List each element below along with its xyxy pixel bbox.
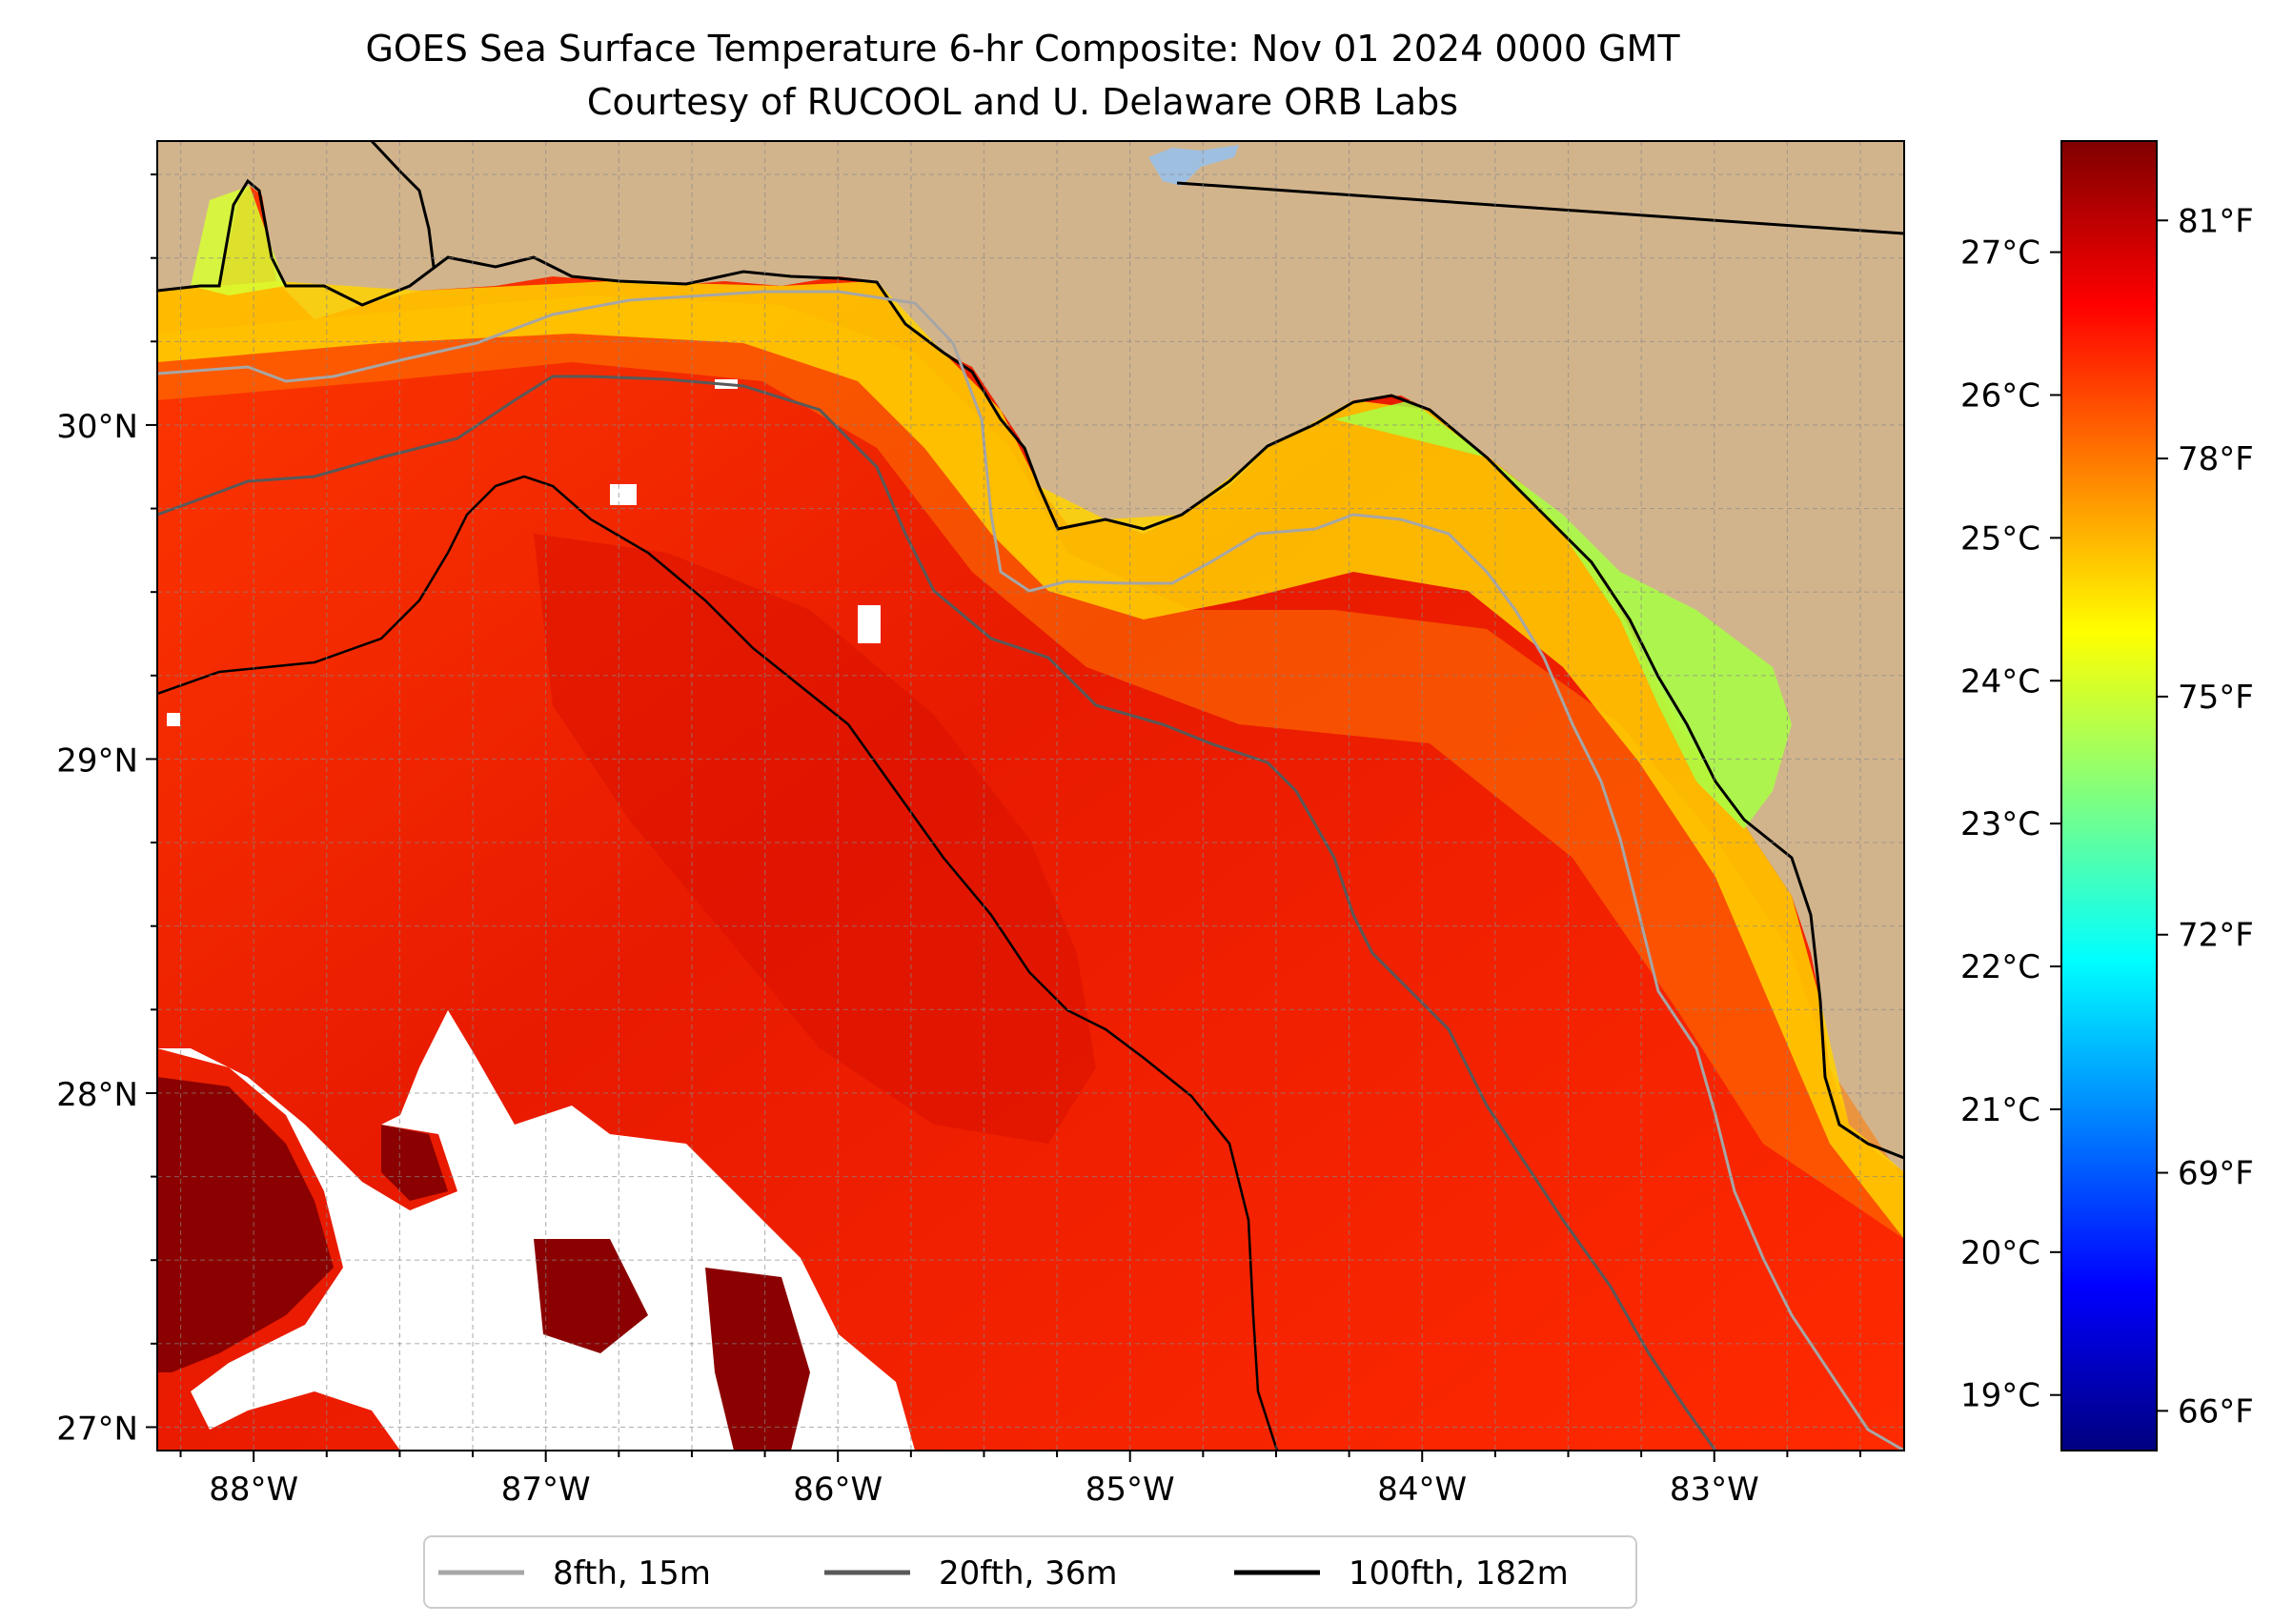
dark-red-patch [157,1077,334,1372]
fahrenheit-tick-label: 66°F [2178,1392,2254,1431]
lon-tick-label: 88°W [209,1471,298,1509]
legend-label: 20fth, 36m [939,1554,1118,1593]
isobath-100fth [157,475,1279,1451]
state-border-al [370,141,436,268]
celsius-tick-label: 20°C [1960,1234,2040,1272]
map-title: GOES Sea Surface Temperature 6-hr Compos… [365,28,1680,70]
celsius-tick-label: 21°C [1960,1091,2040,1129]
warm-core [534,534,1096,1144]
shelf-gradient [157,295,1904,1239]
map-subtitle: Courtesy of RUCOOL and U. Delaware ORB L… [587,81,1458,123]
celsius-tick-label: 23°C [1960,805,2040,843]
cloud-gap-inner-patch [534,1239,648,1353]
legend-items: 8fth, 15m 20fth, 36m 100fth, 182m [438,1554,1569,1593]
lon-tick-label: 84°W [1377,1471,1467,1509]
coastline [157,178,1904,1160]
bigbend-green [1334,400,1792,829]
map-frame [156,140,1905,1451]
map-area [157,141,1904,1451]
cloud-speck [610,484,637,505]
celsius-tick-label: 24°C [1960,662,2040,700]
state-border [1176,181,1904,235]
colorbar-fahrenheit-ticks: 81°F 78°F 75°F 72°F 69°F 66°F [2157,202,2254,1431]
legend-label: 8fth, 15m [553,1554,711,1593]
isobath-legend: 8fth, 15m 20fth, 36m 100fth, 182m [423,1535,1637,1609]
celsius-tick-label: 22°C [1960,948,2040,986]
longitude-axis: 88°W 87°W 86°W 85°W 84°W 83°W [179,1451,1862,1509]
colorbar-celsius-ticks: 27°C 26°C 25°C 24°C 23°C 22°C 21°C 20°C 19°C [1960,234,2061,1415]
fahrenheit-tick-label: 75°F [2178,679,2254,717]
cloud-speck [858,605,881,643]
fahrenheit-tick-label: 69°F [2178,1155,2254,1193]
coastal-yellow [157,281,1904,1239]
lon-tick-label: 83°W [1670,1471,1759,1509]
fahrenheit-tick-label: 78°F [2178,440,2254,478]
fahrenheit-tick-label: 81°F [2178,202,2254,240]
fahrenheit-tick-label: 72°F [2178,917,2254,955]
panhandle-green [191,186,286,295]
colorbar-frame [2060,140,2158,1451]
legend-box [423,1535,1637,1609]
dark-red-patch-2 [381,1125,448,1201]
celsius-tick-label: 19°C [1960,1377,2040,1415]
lat-tick-label: 30°N [56,408,138,446]
lon-tick-label: 86°W [793,1471,883,1509]
lon-tick-label: 87°W [501,1471,591,1509]
celsius-tick-label: 27°C [1960,234,2040,273]
lat-tick-label: 28°N [56,1076,138,1114]
lat-tick-label: 29°N [56,741,138,780]
legend-label: 100fth, 182m [1349,1554,1569,1593]
celsius-tick-label: 25°C [1960,519,2040,558]
lon-tick-label: 85°W [1086,1471,1175,1509]
isobath-20fth [157,375,1717,1451]
lake [1148,145,1239,186]
latitude-axis: 30°N 29°N 28°N 27°N [56,173,157,1448]
isobath-8fth [157,290,1904,1451]
celsius-tick-label: 26°C [1960,376,2040,415]
cloud-gap-inner-patch-2 [705,1268,810,1451]
colorbar-gradient [2061,141,2157,1451]
lat-tick-label: 27°N [56,1410,138,1448]
grid-lines [157,141,1904,1451]
cloud-speck [167,713,180,726]
colorbar: 27°C 26°C 25°C 24°C 23°C 22°C 21°C 20°C 19°C 81°… [1960,140,2254,1451]
